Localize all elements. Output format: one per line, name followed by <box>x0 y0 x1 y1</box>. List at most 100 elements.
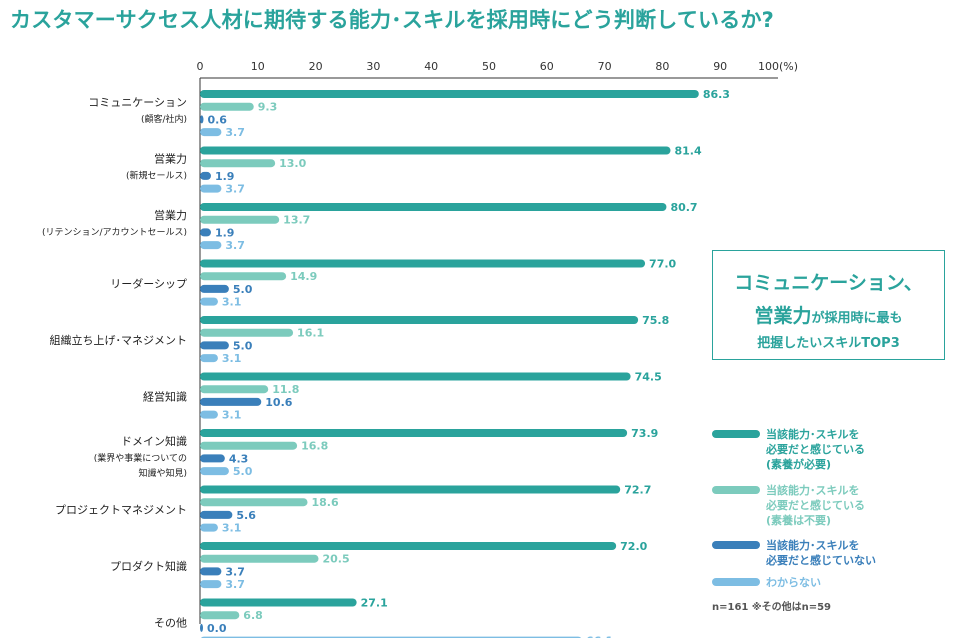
bar-value-label: 80.7 <box>670 201 697 214</box>
bar-value-label: 3.7 <box>225 183 245 196</box>
legend-label-need-aptitude: 当該能力･スキルを 必要だと感じている (素養が必要) <box>766 427 865 472</box>
legend-swatch-need-aptitude <box>712 430 760 438</box>
bar-value-label: 74.5 <box>635 371 662 384</box>
bar <box>200 385 269 394</box>
bar <box>200 580 222 589</box>
bar-value-label: 5.0 <box>233 283 253 296</box>
x-tick-label: 20 <box>309 60 323 73</box>
legend-label-no-aptitude: 当該能力･スキルを 必要だと感じている (素養は不要) <box>766 483 865 528</box>
callout-line1: コミュニケーション、 <box>734 272 923 294</box>
bar <box>200 159 276 168</box>
category-label: プロジェクトマネジメント <box>55 504 187 517</box>
bar <box>200 441 298 450</box>
bar <box>200 102 254 111</box>
bar <box>200 259 646 268</box>
callout-line2-big: 営業力 <box>754 305 812 327</box>
bar-value-label: 3.7 <box>225 565 245 578</box>
category-sublabel: 知識や知見) <box>138 467 187 479</box>
bar-value-label: 10.6 <box>265 396 292 409</box>
bar-value-label: 72.7 <box>624 484 651 497</box>
callout-line3: 把握したいスキルTOP3 <box>757 336 900 351</box>
legend-line: 当該能力･スキルを <box>766 428 860 441</box>
legend-line: 必要だと感じている <box>766 443 865 456</box>
chart-title: カスタマーサクセス人材に期待する能力･スキルを採用時にどう判断しているか? <box>10 8 775 32</box>
category-sublabel: (新規セールス) <box>126 170 187 182</box>
bar-value-label: 6.8 <box>243 609 263 622</box>
bar-value-label: 14.9 <box>290 270 317 283</box>
bar <box>200 429 628 437</box>
category-label: 営業力 <box>154 152 187 166</box>
x-tick-label: 30 <box>366 60 380 73</box>
legend-line: わからない <box>766 576 821 589</box>
category-sublabel: (業界や事業についての <box>94 452 187 464</box>
bar <box>200 128 222 137</box>
bar <box>200 542 617 550</box>
bar-value-label: 20.5 <box>322 553 349 566</box>
bar-value-label: 77.0 <box>649 258 676 271</box>
legend-line: 当該能力･スキルを <box>766 484 860 497</box>
legend-line: 必要だと感じている <box>766 499 865 512</box>
x-tick-label: 60 <box>540 60 554 73</box>
category-label: 経営知識 <box>143 390 187 404</box>
bar <box>200 372 631 381</box>
bar <box>200 341 229 350</box>
bar-value-label: 9.3 <box>258 101 278 114</box>
bar <box>200 228 211 237</box>
bar <box>200 567 222 576</box>
category-label: コミュニケーション <box>88 96 187 109</box>
category-label: その他 <box>154 617 187 630</box>
bar-value-label: 5.0 <box>233 465 253 478</box>
callout-box: コミュニケーション、 営業力が採用時に最も 把握したいスキルTOP3 <box>712 250 945 360</box>
bar <box>200 171 211 180</box>
category-label: 営業力 <box>154 208 187 222</box>
bar <box>200 115 204 124</box>
bar <box>200 297 218 306</box>
bar-value-label: 16.8 <box>301 440 328 453</box>
callout-line2: 営業力が採用時に最も <box>713 301 944 328</box>
bar <box>200 90 699 98</box>
bar-value-label: 86.3 <box>703 88 730 101</box>
bar-value-label: 18.6 <box>312 496 339 509</box>
x-tick-label: 40 <box>424 60 438 73</box>
bar-value-label: 3.1 <box>222 352 242 365</box>
bar-value-label: 11.8 <box>272 383 299 396</box>
bar-value-label: 3.1 <box>222 409 242 422</box>
legend-label-unknown: わからない <box>766 575 821 590</box>
bar <box>200 554 319 563</box>
bar-value-label: 13.0 <box>279 157 306 170</box>
bar-value-label: 1.9 <box>215 226 235 239</box>
sample-size-note: n=161 ※その他はn=59 <box>712 602 831 613</box>
bar-value-label: 3.1 <box>222 296 242 309</box>
bar <box>200 611 240 620</box>
bar <box>200 410 218 419</box>
bar-value-label: 5.0 <box>233 339 253 352</box>
bar <box>200 241 222 250</box>
x-tick-label: 90 <box>713 60 727 73</box>
bar <box>200 354 218 363</box>
bar <box>200 328 294 337</box>
x-tick-label: 70 <box>598 60 612 73</box>
bar-value-label: 16.1 <box>297 327 324 340</box>
legend-line: (素養が必要) <box>766 458 832 471</box>
legend-line: 当該能力･スキルを <box>766 539 860 552</box>
bar <box>200 454 225 463</box>
bar <box>200 215 280 224</box>
bar <box>200 623 203 632</box>
bar-value-label: 3.7 <box>225 239 245 252</box>
bar <box>200 485 621 494</box>
category-sublabel: (リテンション/アカウントセールス) <box>42 227 187 238</box>
bar-value-label: 27.1 <box>361 597 388 610</box>
bar-value-label: 5.6 <box>236 509 256 522</box>
category-label: リーダーシップ <box>110 277 187 291</box>
bar-value-label: 0.0 <box>207 622 227 635</box>
legend-swatch-unknown <box>712 578 760 586</box>
bar-value-label: 81.4 <box>674 145 701 158</box>
bar-value-label: 0.6 <box>207 113 227 126</box>
x-tick-label: 50 <box>482 60 496 73</box>
bar <box>200 397 262 406</box>
bar <box>200 523 218 532</box>
legend-line: (素養は不要) <box>766 514 832 527</box>
bar <box>200 272 287 281</box>
bar <box>200 510 233 519</box>
